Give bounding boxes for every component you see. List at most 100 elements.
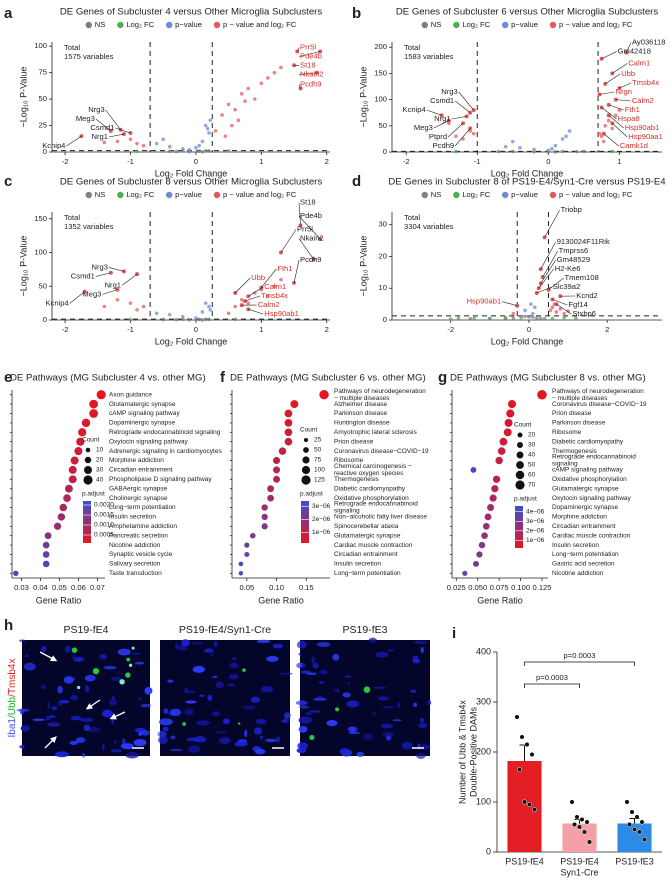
cell [223,718,230,725]
dot [44,532,52,540]
gene-label: Stxbp6 [572,309,596,318]
dot [495,456,503,465]
legend-label: p−value [511,190,538,199]
point [128,301,133,305]
point [456,316,461,321]
category-label: signaling [552,461,578,468]
category-label: Chemical carcinogenesis − [334,463,412,470]
leader-line [234,277,251,294]
gene-label: Meg3 [82,289,101,298]
cell [170,708,182,717]
leader-line [298,238,314,260]
cell [75,737,86,744]
leader-line [540,241,556,270]
cell [163,708,169,714]
data-point [626,821,633,828]
cell [19,745,25,749]
leader-line [626,42,632,53]
category-label: Coronavirus disease−COVID−19 [552,401,647,408]
gene-label: H2-Ke6 [555,264,581,273]
data-point [624,799,630,805]
category-label: Insulin secretion [109,514,156,521]
y-tick-label: 10 [379,283,387,292]
cell [118,670,121,674]
point [200,139,205,144]
colorbar [515,506,523,548]
cell [218,737,231,744]
category-label: Morphine addiction [552,514,607,521]
dot [492,475,501,483]
data-point [641,836,648,843]
dot [284,437,293,446]
x-tick-label: 0.025 [447,583,466,592]
data-point [526,801,533,808]
point [553,150,558,154]
point [161,317,165,322]
size-legend-dot [301,475,311,485]
size-legend-label: 20 [528,432,536,439]
legend-title: p.adjust [514,496,537,503]
point [496,149,501,154]
point [523,308,527,313]
size-legend-label: 30 [96,467,104,474]
gene-label: Meg3 [76,114,95,123]
cell [378,696,389,701]
cell [84,674,96,682]
size-legend-dot [85,447,91,453]
gene-label: Ubb [621,69,635,78]
cell [99,653,107,660]
point [141,304,146,309]
panel-letter: b [352,5,361,22]
dot [497,447,506,455]
point [233,107,237,112]
cell [342,692,351,698]
legend-marker [453,21,460,29]
point [534,316,539,320]
leader-line [447,122,464,138]
point [548,308,553,313]
x-tick-label: 1 [259,157,263,166]
cell [111,717,114,725]
legend-marker [501,191,509,199]
chart-title: DE Genes of Subcluster 6 versus Other Mi… [396,7,659,18]
category-label: cAMP signaling pathway [109,410,180,417]
category-label: Dopaminergic synapse [552,504,619,511]
leader-line [244,295,261,302]
leader-line [615,99,631,102]
dot [68,465,77,474]
cell [159,718,173,726]
significance-label: p=0.0003 [564,651,596,660]
cell [401,741,413,750]
gene-label: Gm48529 [557,255,590,264]
dot [78,428,87,437]
cell [48,715,56,718]
cell [380,723,393,729]
stain-part: Iba1 [7,718,18,738]
size-legend-dot [84,466,92,474]
dot [13,570,19,577]
point [511,311,516,316]
x-tick-label: 0.07 [90,583,105,592]
cell [416,752,426,759]
point [236,118,241,123]
y-axis-label: −Log₁₀ P-Value [358,236,368,297]
x-tick-label: 1 [617,157,621,166]
legend-label: p−value [511,20,538,29]
image-title: PS19-fE3 [343,624,388,636]
legend-marker [421,191,428,199]
leader-line [540,259,556,284]
cell [193,666,204,673]
x-axis-label: Log₂ Fold Change [155,168,228,178]
point [154,311,159,316]
panel-letter: f [220,369,226,386]
dot [81,418,91,428]
legend-label: Log₂ FC [462,190,490,199]
cell [234,741,248,747]
point [562,315,566,320]
gene-label: 9130024F11Rik [557,237,610,246]
cell [362,733,374,741]
gene-label: Fth1 [625,105,640,114]
point [529,302,533,306]
point [523,314,527,319]
cell-signal [76,685,81,690]
